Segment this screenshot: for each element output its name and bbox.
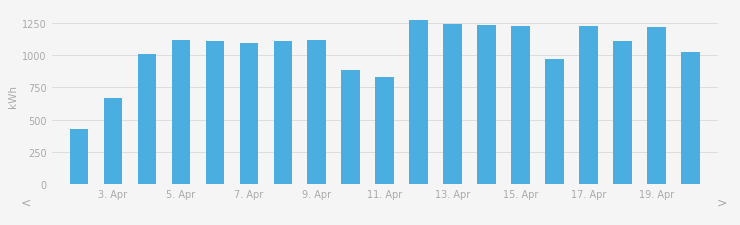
Bar: [409, 21, 428, 184]
Bar: [274, 42, 292, 184]
Bar: [682, 53, 700, 184]
Bar: [648, 28, 666, 184]
Bar: [70, 129, 88, 184]
Bar: [375, 78, 394, 184]
Bar: [172, 41, 190, 184]
Bar: [308, 41, 326, 184]
Bar: [240, 44, 258, 184]
Text: <: <: [21, 196, 31, 209]
Bar: [477, 26, 496, 184]
Bar: [138, 55, 156, 184]
Bar: [443, 25, 462, 184]
Bar: [341, 71, 360, 184]
Bar: [104, 98, 122, 184]
Bar: [545, 60, 564, 184]
Bar: [511, 27, 530, 184]
Bar: [206, 42, 224, 184]
Bar: [579, 27, 598, 184]
Bar: [613, 42, 632, 184]
Text: >: >: [716, 196, 727, 209]
Y-axis label: kWh: kWh: [8, 84, 18, 107]
